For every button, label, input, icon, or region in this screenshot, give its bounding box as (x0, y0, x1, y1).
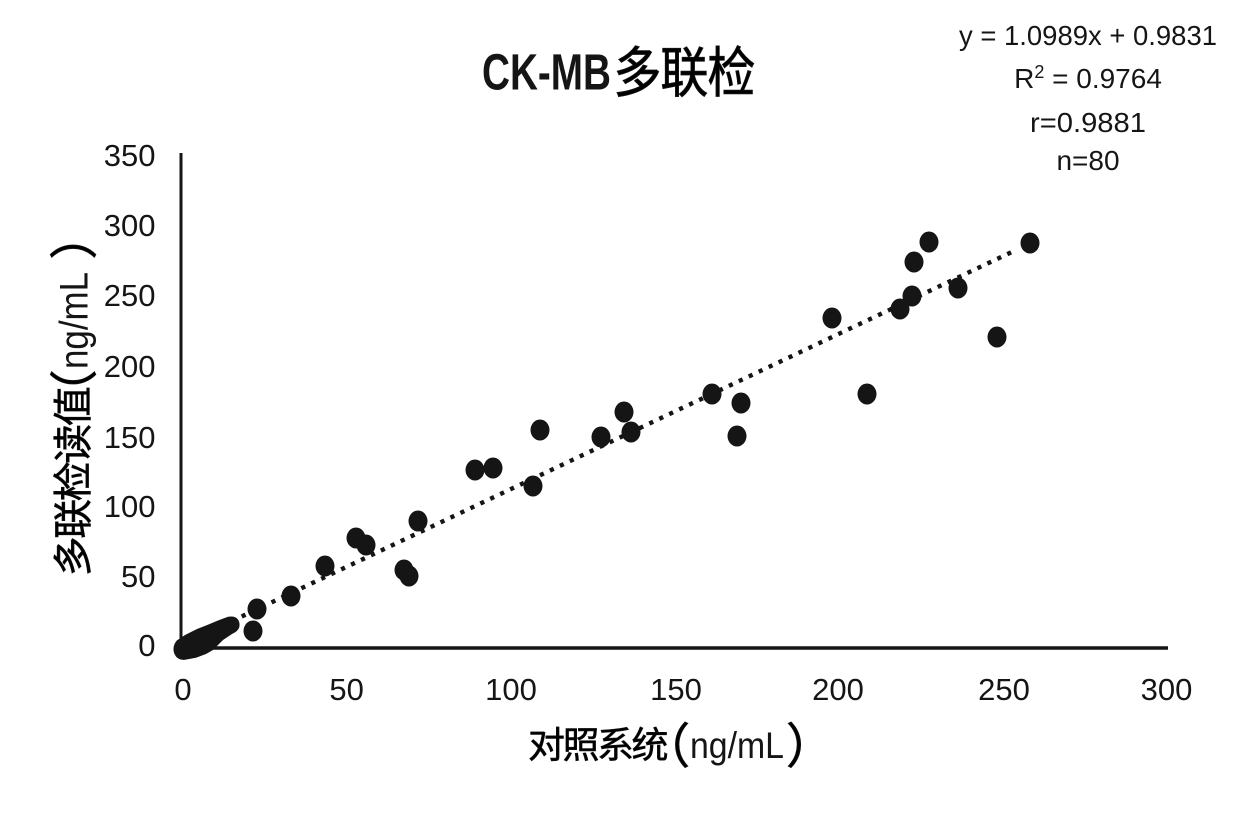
svg-text:50: 50 (329, 672, 363, 707)
svg-text:0: 0 (138, 628, 155, 663)
svg-text:250: 250 (104, 278, 156, 313)
svg-text:300: 300 (104, 208, 156, 243)
svg-text:ng/mL: ng/mL (690, 725, 784, 766)
svg-text:150: 150 (104, 420, 156, 455)
svg-text:50: 50 (121, 559, 155, 594)
svg-text:250: 250 (978, 672, 1030, 707)
svg-text:CK-MB: CK-MB (482, 44, 611, 101)
svg-text:n=80: n=80 (1056, 145, 1119, 176)
svg-text:200: 200 (104, 349, 156, 384)
svg-text:y = 1.0989x + 0.9831: y = 1.0989x + 0.9831 (959, 20, 1217, 51)
svg-text:0: 0 (174, 672, 191, 707)
svg-text:ng/mL: ng/mL (52, 272, 96, 369)
svg-text:100: 100 (485, 672, 537, 707)
svg-text:100: 100 (104, 489, 156, 524)
svg-text:350: 350 (104, 138, 156, 173)
svg-text:300: 300 (1141, 672, 1193, 707)
svg-text:r=0.9881: r=0.9881 (1030, 107, 1146, 138)
svg-text:200: 200 (812, 672, 864, 707)
svg-text:150: 150 (650, 672, 702, 707)
